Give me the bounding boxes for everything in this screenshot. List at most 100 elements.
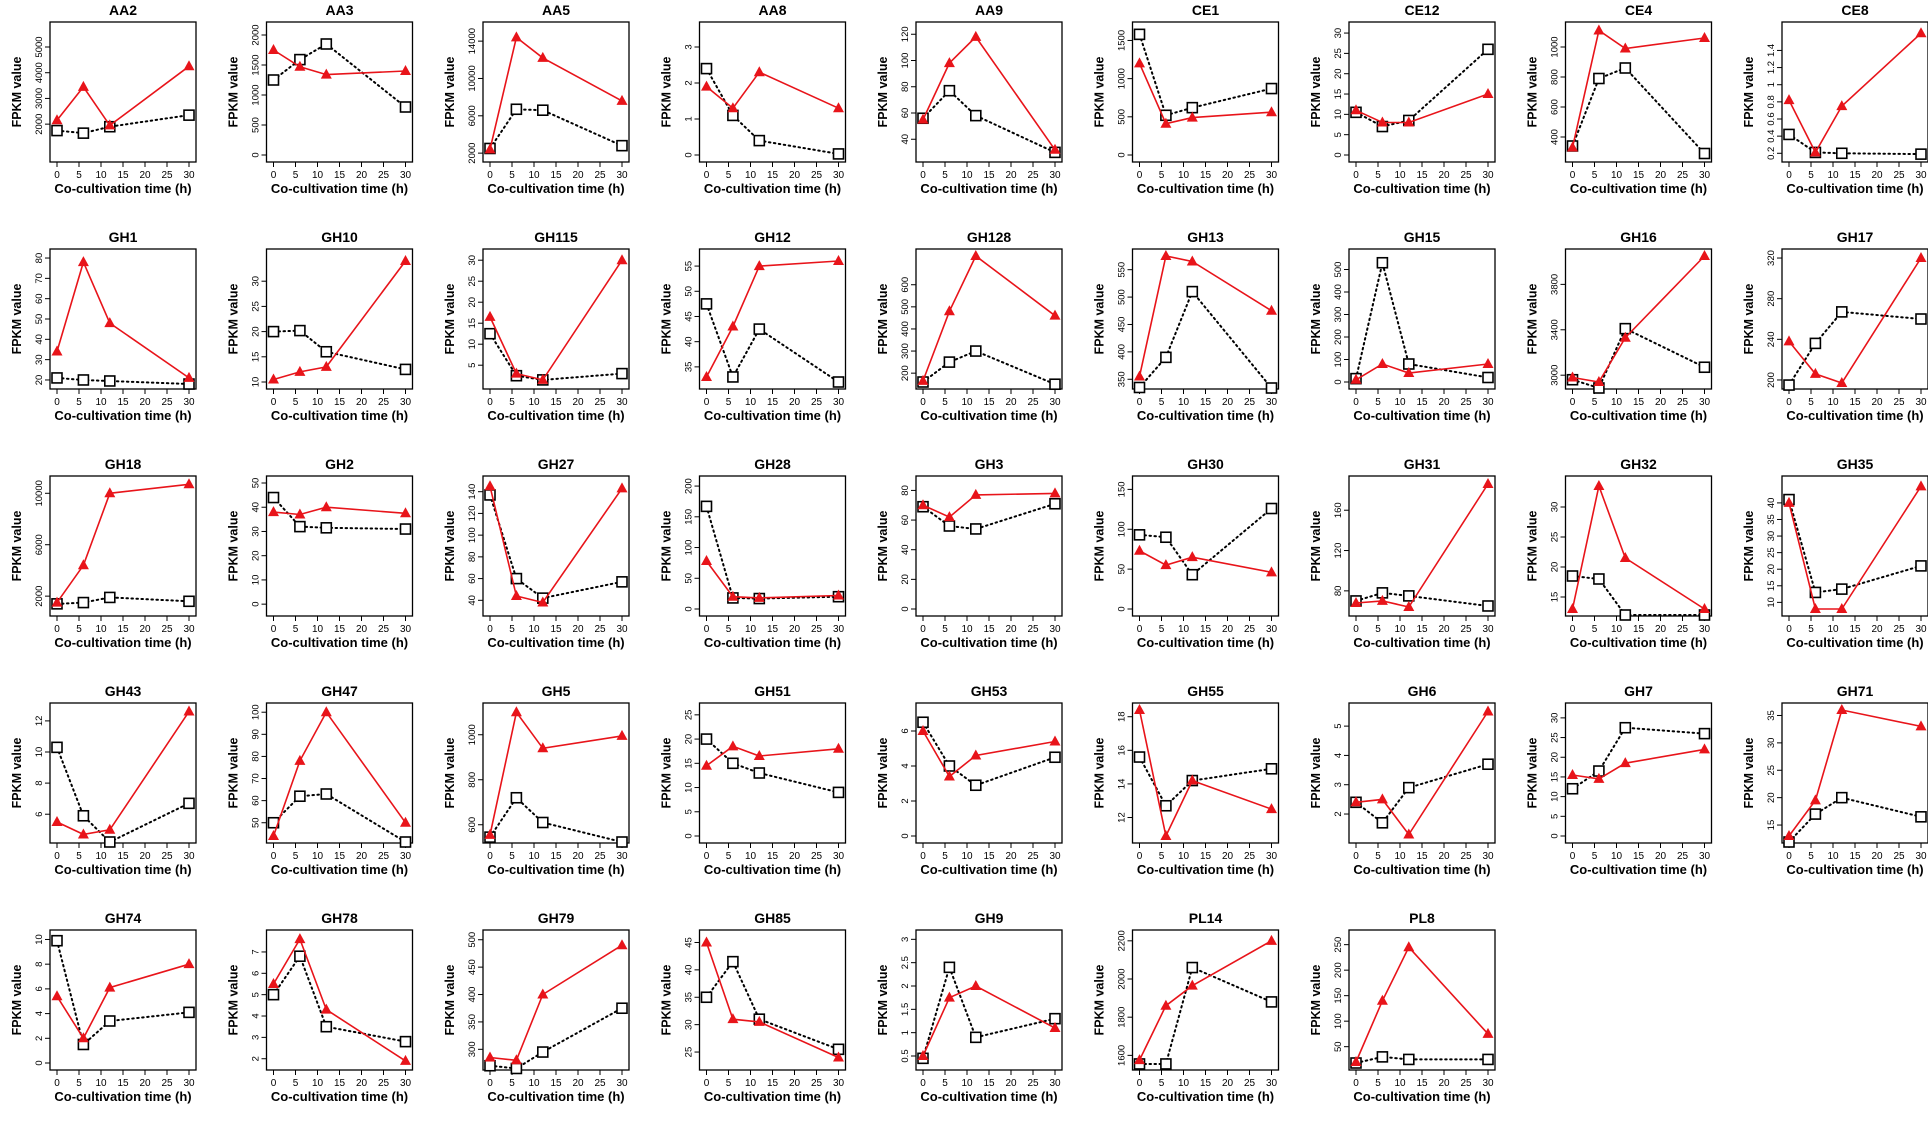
point-marker	[701, 555, 712, 566]
x-tick-label: 10	[1394, 624, 1406, 635]
x-tick-label: 10	[1178, 851, 1190, 862]
y-tick-label: 15	[1766, 820, 1777, 831]
point-marker	[294, 508, 306, 519]
point-marker	[183, 595, 195, 608]
x-tick-label: 20	[1005, 851, 1017, 862]
y-tick-label: 30	[1766, 738, 1777, 749]
point-marker	[1049, 497, 1061, 510]
y-tick-label: 10	[34, 747, 45, 758]
x-tick-label: 0	[1570, 170, 1576, 181]
y-tick-label: 200	[684, 478, 695, 494]
x-tick-label: 15	[1416, 170, 1428, 181]
y-tick-label: 0	[1333, 379, 1344, 384]
series-line-a	[489, 710, 623, 836]
x-tick-label: 5	[509, 1078, 515, 1089]
point-marker	[1403, 590, 1415, 602]
y-tick-label: 4	[900, 763, 911, 768]
point-marker	[917, 1050, 929, 1060]
point-marker	[969, 109, 982, 122]
x-tick-label: 10	[528, 397, 540, 408]
point-marker	[970, 250, 982, 260]
y-axis-label: FPKM value	[10, 738, 24, 809]
y-tick-label: 120	[900, 26, 911, 42]
plot-frame	[1781, 475, 1928, 617]
plot-frame	[49, 702, 197, 844]
point-marker	[1783, 128, 1795, 141]
x-tick-label: 5	[1159, 170, 1165, 181]
point-marker	[1482, 43, 1494, 56]
point-marker	[1134, 57, 1145, 68]
point-marker	[51, 114, 63, 125]
x-tick-label: 15	[550, 624, 562, 635]
series-line-a	[705, 71, 840, 110]
series-line-b	[1138, 756, 1273, 808]
x-tick-label: 0	[487, 624, 493, 635]
series-line-b	[56, 376, 190, 385]
x-tick-label: 15	[117, 1078, 129, 1089]
panel-title: GH5	[542, 683, 571, 699]
point-marker	[183, 797, 195, 810]
point-marker	[1482, 371, 1494, 384]
panel-title: GH28	[754, 456, 791, 472]
y-tick-label: 400	[1550, 129, 1561, 145]
y-tick-label: 60	[251, 795, 262, 806]
x-tick-label: 0	[54, 170, 60, 181]
y-tick-label: 800	[467, 772, 478, 788]
y-tick-label: 0	[1550, 833, 1561, 838]
point-marker	[943, 305, 955, 316]
y-tick-label: 80	[1333, 586, 1344, 597]
point-marker	[320, 345, 333, 358]
y-axis-label: FPKM value	[1309, 965, 1323, 1036]
plot-frame	[265, 21, 414, 163]
y-axis-label: FPKM value	[443, 511, 457, 582]
x-axis-label: Co-cultivation time (h)	[1353, 1089, 1490, 1104]
x-tick-label: 25	[1893, 397, 1905, 408]
x-tick-label: 5	[509, 624, 515, 635]
panel-aa3: AA3 0 500 1000 1500 2000 0 5 10 15 20 25 30Co-cultiv…	[227, 2, 414, 196]
x-tick-label: 0	[704, 397, 710, 408]
panel-ce8: CE8 0.2 0.4 0.6 0.8 1 1.2 1.4 0 5 10 15 20 25 30Co-cul…	[1742, 2, 1928, 196]
x-tick-label: 25	[378, 170, 390, 181]
point-marker	[1783, 379, 1795, 391]
y-tick-label: 40	[684, 965, 695, 976]
y-tick-label: 600	[900, 277, 911, 293]
point-marker	[970, 30, 982, 41]
point-marker	[51, 990, 63, 1001]
y-tick-label: 200	[1333, 962, 1344, 978]
x-tick-label: 20	[1871, 170, 1883, 181]
point-marker	[1133, 529, 1146, 541]
point-marker	[943, 991, 955, 1002]
x-tick-label: 20	[356, 397, 368, 408]
x-tick-label: 30	[1699, 624, 1711, 635]
panel-gh30: GH30 0 50 100 150 0 5 10 15 20 25 30Co-cultivation …	[1093, 456, 1280, 650]
y-tick-label: 0	[1117, 606, 1128, 611]
point-marker	[484, 1059, 496, 1072]
point-marker	[1593, 480, 1605, 490]
x-tick-label: 0	[1786, 624, 1792, 635]
y-tick-label: 1	[900, 1030, 911, 1035]
plot-frame	[698, 702, 847, 844]
point-marker	[1836, 603, 1848, 613]
point-marker	[400, 255, 411, 266]
x-tick-label: 5	[1808, 170, 1814, 181]
point-marker	[484, 828, 496, 839]
series-line-a	[1571, 483, 1706, 610]
point-marker	[1566, 570, 1579, 582]
x-tick-label: 25	[1677, 624, 1689, 635]
point-marker	[510, 367, 522, 378]
series-line-b	[56, 114, 190, 135]
series-line-a	[1355, 363, 1489, 381]
x-tick-label: 15	[334, 1078, 346, 1089]
point-marker	[1482, 1053, 1494, 1066]
point-marker	[943, 57, 955, 68]
point-marker	[77, 1032, 89, 1043]
point-marker	[267, 491, 280, 504]
point-marker	[537, 988, 549, 999]
y-tick-label: 90	[251, 729, 262, 740]
x-tick-label: 0	[487, 170, 493, 181]
x-axis-label: Co-cultivation time (h)	[487, 635, 624, 650]
y-tick-label: 4	[34, 1011, 45, 1016]
x-tick-label: 25	[161, 397, 173, 408]
point-marker	[700, 62, 713, 75]
